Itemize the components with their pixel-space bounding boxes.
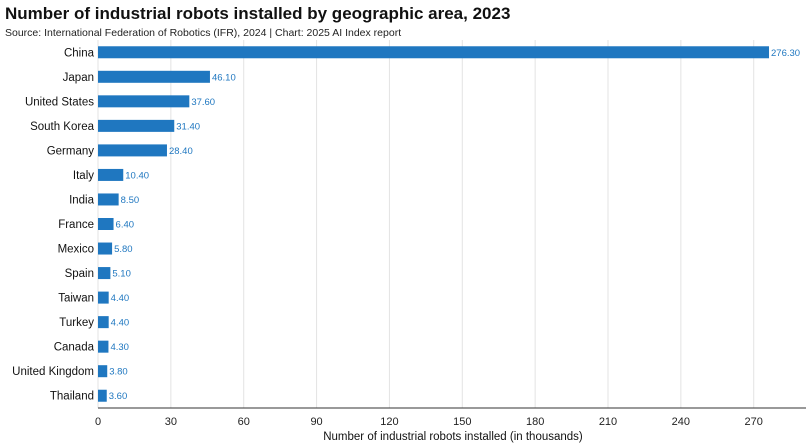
x-axis-title: Number of industrial robots installed (i… (323, 431, 583, 443)
category-label: Italy (73, 170, 94, 182)
bar (98, 193, 119, 206)
x-tick-label: 210 (599, 416, 617, 428)
data-label: 4.30 (110, 342, 129, 353)
category-label: Taiwan (58, 293, 94, 305)
bar (98, 46, 770, 59)
data-label: 46.10 (212, 72, 236, 83)
chart-title: Number of industrial robots installed by… (5, 4, 511, 23)
data-label: 3.60 (109, 391, 128, 402)
bar (98, 70, 210, 83)
x-tick-label: 30 (165, 416, 177, 428)
data-label: 28.40 (169, 146, 193, 157)
category-label: Thailand (50, 391, 94, 403)
category-label: India (69, 194, 95, 206)
data-label: 5.80 (114, 244, 133, 255)
data-label: 276.30 (771, 48, 800, 59)
bar (98, 119, 175, 132)
data-label: 10.40 (125, 170, 149, 181)
bar (98, 365, 108, 378)
bar (98, 218, 114, 230)
category-label: China (64, 47, 95, 59)
category-label: Turkey (59, 317, 94, 329)
bar (98, 389, 107, 402)
category-label: South Korea (30, 121, 95, 133)
x-tick-label: 270 (745, 416, 763, 428)
bars (98, 46, 770, 402)
category-label: Canada (54, 342, 95, 354)
category-label: Germany (47, 145, 95, 157)
category-label: Japan (63, 72, 94, 84)
x-tick-label: 180 (526, 416, 544, 428)
category-label: France (58, 219, 94, 231)
x-tick-label: 240 (672, 416, 690, 428)
data-label: 4.40 (111, 318, 130, 329)
x-tick-label: 120 (380, 416, 398, 428)
x-tick-label: 0 (95, 416, 101, 428)
category-label: United States (25, 96, 94, 108)
bar (98, 168, 124, 181)
bar (98, 95, 190, 108)
data-label: 8.50 (121, 195, 139, 206)
bar (98, 144, 167, 157)
data-label: 37.60 (191, 97, 215, 108)
data-label: 5.10 (112, 269, 131, 280)
data-label: 3.80 (109, 367, 128, 378)
bar (98, 316, 109, 329)
bar (98, 291, 109, 304)
data-label: 4.40 (111, 293, 130, 304)
chart-subtitle: Source: International Federation of Robo… (5, 27, 402, 39)
category-label: Mexico (58, 244, 94, 256)
bar (98, 267, 111, 280)
x-tick-label: 90 (310, 416, 322, 428)
bar (98, 340, 109, 353)
data-label: 6.40 (116, 220, 134, 231)
category-label: Spain (65, 268, 94, 280)
labels: 0 30 60 90 120 150 180 210 240 270 China 276.30 Japa… (12, 47, 800, 428)
gridlines (97, 40, 755, 408)
bar (98, 242, 113, 255)
x-tick-label: 150 (453, 416, 471, 428)
x-tick-label: 60 (238, 416, 250, 428)
category-label: United Kingdom (12, 366, 94, 378)
data-label: 31.40 (176, 121, 200, 132)
